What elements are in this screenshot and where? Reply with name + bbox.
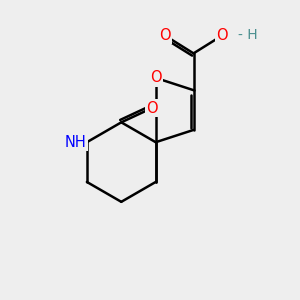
- Text: - H: - H: [238, 28, 257, 42]
- Text: O: O: [150, 70, 161, 86]
- Text: O: O: [159, 28, 171, 43]
- Text: NH: NH: [65, 135, 87, 150]
- Text: O: O: [216, 28, 228, 43]
- Text: O: O: [146, 100, 158, 116]
